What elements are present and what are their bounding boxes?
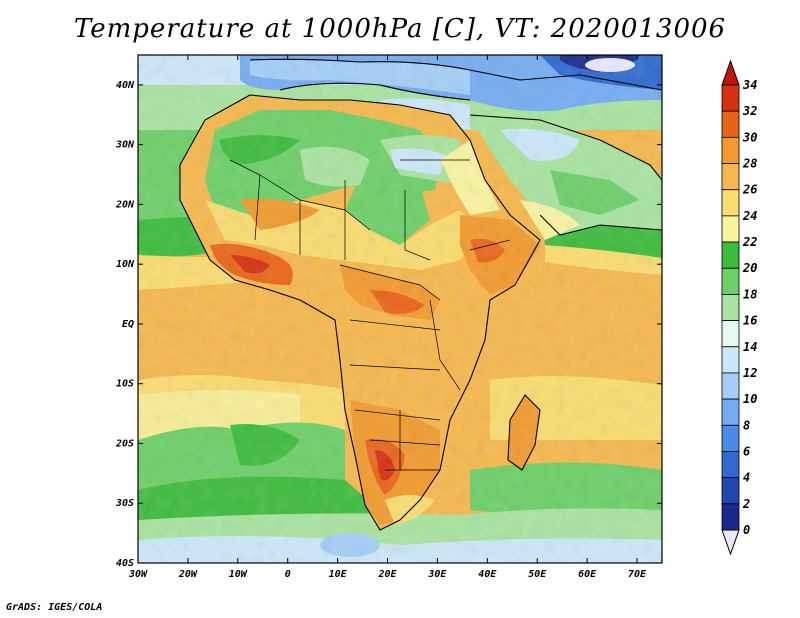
colorbar-max-arrow — [721, 59, 740, 86]
colorbar-label: 20 — [742, 261, 757, 275]
country-borders — [229, 159, 511, 471]
colorbar-swatch — [721, 189, 740, 217]
colorbar-swatch — [721, 398, 740, 426]
colorbar-label: 30 — [742, 130, 757, 144]
colorbar-swatch — [721, 215, 740, 243]
lat-tick-label: 10S — [116, 379, 134, 390]
colorbar-swatch — [721, 110, 740, 138]
colorbar-label: 26 — [742, 183, 757, 197]
colorbar-label: 18 — [743, 287, 757, 301]
colorbar-label: 16 — [743, 314, 757, 328]
lon-tick-label: 70E — [628, 569, 647, 580]
colorbar-swatch — [721, 503, 740, 531]
map-title: Temperature at 1000hPa [C], VT: 20200130… — [73, 14, 727, 44]
lat-tick-label: 10N — [116, 259, 135, 270]
colorbar-swatch — [721, 424, 740, 452]
colorbar-label: 22 — [742, 235, 757, 249]
colorbar-label: 6 — [743, 444, 750, 458]
colorbar-swatch — [721, 294, 740, 321]
lat-tick-label: 40N — [116, 80, 135, 91]
lat-tick-label: 30S — [115, 498, 134, 509]
colorbar-label: 8 — [743, 418, 750, 432]
lat-tick-label: EQ — [122, 319, 134, 330]
lon-tick-label: 10E — [329, 569, 348, 580]
colorbar-label: 0 — [743, 523, 750, 537]
colorbar-label: 14 — [743, 340, 757, 354]
coastlines — [179, 58, 662, 531]
lon-tick-label: 10W — [229, 569, 248, 580]
longitude-axis: 30W 20W 10W 0 10E 20E 30E 40E 50E 60E 70E — [128, 55, 647, 580]
colorbar-swatch — [721, 346, 740, 374]
colorbar-swatch — [721, 241, 740, 269]
lon-tick-label: 40E — [478, 569, 497, 580]
lon-tick-label: 0 — [285, 569, 291, 580]
colorbar-swatch — [721, 84, 740, 112]
colorbar-swatch — [721, 136, 740, 164]
map-frame — [137, 54, 663, 564]
colorbar-swatch — [721, 267, 740, 295]
lat-tick-label: 40S — [116, 558, 134, 569]
colorbar-swatch — [721, 320, 740, 348]
colorbar-label: 24 — [742, 209, 757, 223]
colorbar-label: 12 — [743, 366, 757, 380]
temperature-map: 30W 20W 10W 0 10E 20E 30E 40E 50E 60E 70E 40N30N20… — [115, 54, 757, 580]
grads-credit: GrADS: IGES/COLA — [6, 602, 103, 613]
colorbar-label: 28 — [742, 157, 757, 171]
lat-tick-label: 20S — [115, 438, 134, 449]
lat-tick-label: 20N — [115, 199, 135, 210]
colorbar-swatch — [721, 163, 740, 191]
lon-tick-label: 60E — [578, 569, 597, 580]
lon-tick-label: 20E — [377, 569, 397, 580]
colorbar-label: 32 — [742, 104, 757, 118]
colorbar-label: 10 — [743, 392, 757, 406]
lon-tick-label: 20W — [178, 569, 198, 580]
temperature-field — [138, 55, 662, 563]
lat-tick-label: 30N — [115, 140, 135, 151]
colorbar-swatch — [721, 372, 740, 400]
lon-tick-label: 30E — [427, 569, 447, 580]
lon-tick-label: 30W — [128, 569, 148, 580]
latitude-axis: 40N 30N 20N 10N EQ 10S 20S 30S 40S — [115, 80, 662, 569]
colorbar-swatch — [721, 451, 740, 479]
colorbar-label: 2 — [742, 497, 750, 511]
colorbar-swatch — [721, 477, 740, 505]
colorbar-label: 4 — [743, 471, 750, 485]
colorbar-label: 34 — [742, 78, 757, 92]
colorbar-min-arrow — [721, 529, 740, 556]
lon-tick-label: 50E — [528, 569, 547, 580]
